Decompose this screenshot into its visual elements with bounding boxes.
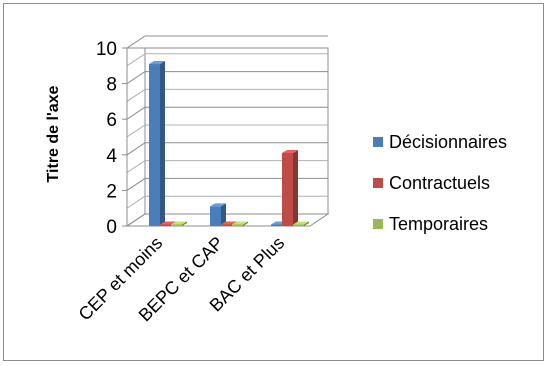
bar (171, 224, 182, 226)
y-tick-label: 0 (106, 217, 117, 238)
gridline-side (126, 142, 146, 156)
gridline-side (126, 177, 146, 191)
bar-side (293, 150, 298, 226)
legend-item-label: Contractuels (389, 173, 490, 193)
bar-side (221, 203, 226, 226)
gridlines (122, 35, 328, 227)
legend-item-label: Temporaires (389, 214, 488, 234)
bar-top (282, 150, 298, 154)
y-tick-label: 4 (106, 146, 117, 167)
legend-swatch (373, 219, 383, 229)
y-tick-label: 6 (106, 110, 117, 131)
bar (160, 224, 171, 226)
y-axis-ticks: 0 2 4 6 8 10 (96, 39, 118, 238)
bar (149, 64, 160, 227)
bar (232, 224, 243, 226)
bar-side (160, 61, 165, 226)
gridline-side-minor (126, 88, 146, 102)
gridline-side (126, 106, 146, 120)
side-wall (126, 47, 146, 227)
gridline-side-minor (126, 124, 146, 138)
bar (271, 224, 282, 226)
bar-side (243, 221, 248, 226)
bar-top (149, 61, 165, 65)
bar-top (232, 221, 248, 225)
gridline-side-minor (126, 160, 146, 174)
y-tick-label: 10 (96, 39, 117, 60)
bar (210, 206, 221, 226)
gridline-side-minor (126, 53, 146, 67)
gridline-side (126, 71, 146, 85)
bar-top (171, 221, 187, 225)
gridline-side-minor (126, 195, 146, 209)
y-tick-label: 2 (106, 181, 117, 202)
legend-swatch (373, 178, 383, 188)
legend-item-label: Décisionnaires (389, 132, 507, 152)
y-axis-title: Titre de l'axe (45, 85, 62, 182)
bar-side (304, 221, 309, 226)
bar (282, 153, 293, 226)
bar (221, 224, 232, 226)
bars (149, 61, 309, 227)
bar-top (210, 203, 226, 207)
legend-swatch (373, 137, 383, 147)
back-wall (144, 47, 329, 215)
y-tick-label: 8 (106, 75, 117, 96)
gridline-side (126, 35, 146, 49)
bar-top (160, 221, 176, 225)
legend: Décisionnaires Contractuels Temporaires (373, 132, 507, 234)
bar (293, 224, 304, 226)
gridline-side (126, 213, 146, 227)
bar-top (221, 221, 237, 225)
bar-top (293, 221, 309, 225)
bar-side (182, 221, 187, 226)
